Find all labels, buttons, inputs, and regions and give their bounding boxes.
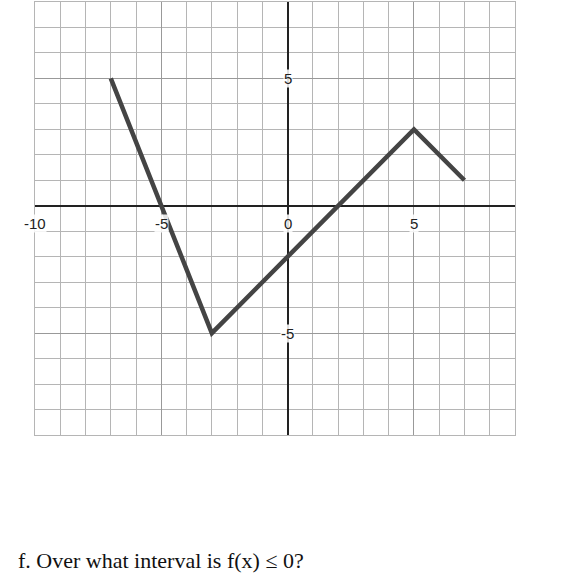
html-text:f. Over what interval is f(x): f. Over what interval is f(x) ≤ 0? bbox=[18, 548, 304, 573]
svg-text:0: 0 bbox=[284, 215, 292, 232]
svg-text:-5: -5 bbox=[281, 325, 294, 342]
svg-text:-10: -10 bbox=[24, 215, 46, 232]
svg-text:-5: -5 bbox=[155, 215, 168, 232]
svg-text:5: 5 bbox=[410, 215, 418, 232]
svg-text:5: 5 bbox=[284, 70, 292, 87]
